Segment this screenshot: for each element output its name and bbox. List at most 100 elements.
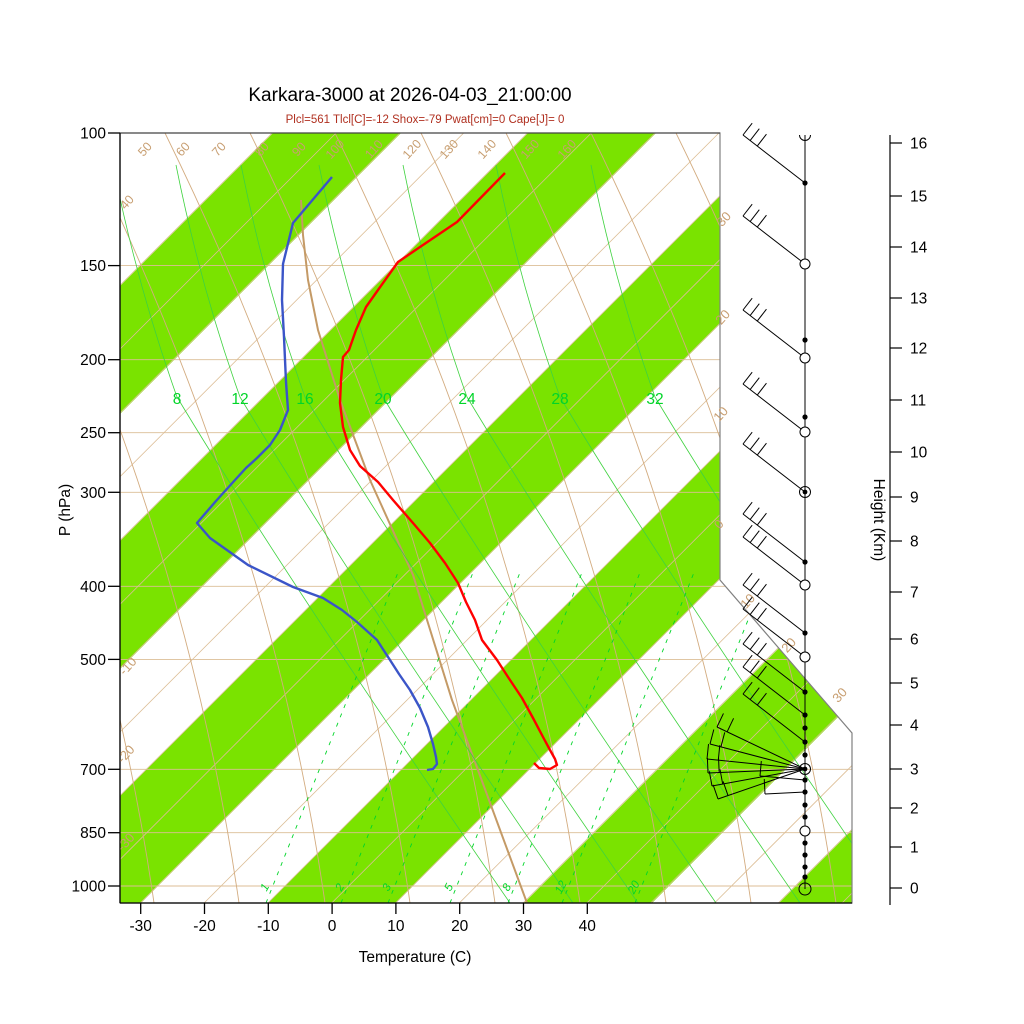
station-dot [802, 874, 808, 880]
moist-adiabat-label: 20 [374, 391, 392, 408]
temperature-curve [338, 172, 559, 771]
wind-barb-feather [756, 607, 767, 621]
wind-barb-feather [749, 578, 760, 591]
wind-barb-feather [749, 437, 760, 450]
moist-adiabat-label: 12 [231, 391, 248, 408]
station-dot [802, 777, 808, 783]
wind-barb-shaft [709, 743, 806, 770]
isotherm-line [203, 133, 852, 903]
station-circle [799, 763, 811, 775]
height-axis-label: Height (Km) [870, 479, 887, 562]
wind-barb-feather [756, 512, 767, 526]
dry-adiabat-line [249, 133, 496, 903]
height-tick-label: 0 [910, 881, 919, 898]
pressure-tick-label: 150 [80, 258, 106, 275]
wind-barb-feather [749, 687, 760, 700]
isotherm-line [120, 133, 847, 903]
wind-barb-feather [718, 757, 720, 773]
moist-adiabat-line [495, 164, 852, 903]
dewpoint-curve [195, 176, 439, 772]
station-circle-large [798, 882, 812, 896]
moist-adiabat-line [318, 164, 717, 903]
station-dot [802, 814, 808, 820]
station-circle [799, 426, 811, 438]
height-tick-label: 8 [910, 534, 919, 551]
temperature-tick-label: 40 [579, 918, 597, 935]
wind-barb-shaft [711, 768, 806, 787]
wind-barb-shaft [742, 215, 806, 265]
height-tick-label: 2 [910, 801, 919, 818]
wind-barb-shaft [742, 584, 806, 634]
wind-barb-feather [742, 596, 753, 610]
station-dot [802, 489, 808, 495]
isotherm-line [331, 133, 852, 903]
dry-adiabat-label: 140 [475, 137, 499, 162]
wind-barb-shaft [716, 726, 806, 770]
x-axis-label: Temperature (C) [359, 949, 472, 966]
moist-adiabat-line [175, 164, 574, 903]
station-circle [799, 486, 811, 498]
wind-barb-shaft [742, 643, 806, 693]
moist-adiabat-label: 8 [173, 391, 182, 408]
station-circle [799, 825, 811, 837]
wind-barb-shaft [717, 768, 806, 800]
height-tick-label: 1 [910, 840, 919, 857]
station-dot [802, 739, 808, 745]
station-dot [802, 559, 808, 565]
wind-barb-feather [742, 431, 753, 445]
moist-adiabat-label: 16 [296, 391, 313, 408]
dry-adiabat-line [120, 133, 240, 903]
station-circle [799, 651, 811, 663]
dry-adiabat-line [334, 133, 581, 903]
station-dot [802, 180, 808, 186]
pressure-tick-label: 850 [80, 825, 106, 842]
station-dot [802, 712, 808, 718]
wind-barb-shaft [742, 666, 806, 716]
wind-barb-feather [749, 602, 760, 615]
station-dot [802, 789, 808, 795]
height-tick-label: 14 [910, 240, 928, 257]
isotherm-line [120, 133, 783, 903]
isotherm-band-stripe [524, 133, 852, 903]
wind-barb-feather [742, 524, 753, 538]
isotherm-line [650, 133, 852, 903]
wind-barb-feather [712, 784, 719, 800]
dry-adiabat-label: 130 [437, 137, 461, 162]
wind-barb-feather [749, 530, 760, 543]
isotherm-line [120, 133, 401, 903]
dry-adiabat-line [120, 133, 326, 903]
station-circle [799, 352, 811, 364]
wind-barb-feather [756, 535, 767, 549]
isotherm-line [778, 133, 852, 903]
station-dot [802, 852, 808, 858]
height-tick-label: 12 [910, 341, 927, 358]
height-tick-label: 15 [910, 189, 927, 206]
height-tick-label: 9 [910, 490, 919, 507]
chart-stats-subtitle: Plcl=561 Tlcl[C]=-12 Shox=-79 Pwat[cm]=0… [286, 114, 565, 126]
isotherm-line [120, 133, 464, 903]
wind-barb-shaft [742, 536, 806, 586]
wind-barb-feather [708, 771, 713, 787]
station-dot [802, 630, 808, 636]
wind-barb-feather [749, 128, 760, 141]
station-dot [802, 689, 808, 695]
isotherm-line [267, 133, 852, 903]
height-tick-label: 16 [910, 136, 927, 153]
temperature-tick-label: -10 [257, 918, 280, 935]
dry-adiabat-label: 120 [400, 137, 424, 162]
pressure-tick-label: 500 [80, 652, 106, 669]
pressure-tick-label: 400 [80, 579, 106, 596]
wind-barb-feather [756, 308, 767, 322]
station-dot [802, 840, 808, 846]
height-tick-label: 4 [910, 718, 919, 735]
height-tick-label: 10 [910, 445, 928, 462]
station-circle [799, 579, 811, 591]
wind-barb-shaft [742, 134, 806, 184]
moist-adiabat-label: 24 [458, 391, 476, 408]
pressure-tick-label: 300 [80, 485, 106, 502]
temperature-tick-label: -20 [193, 918, 216, 935]
dry-adiabat-label: 70 [209, 139, 229, 159]
wind-barb-feather [759, 761, 762, 777]
wind-barb-shaft [742, 608, 806, 658]
